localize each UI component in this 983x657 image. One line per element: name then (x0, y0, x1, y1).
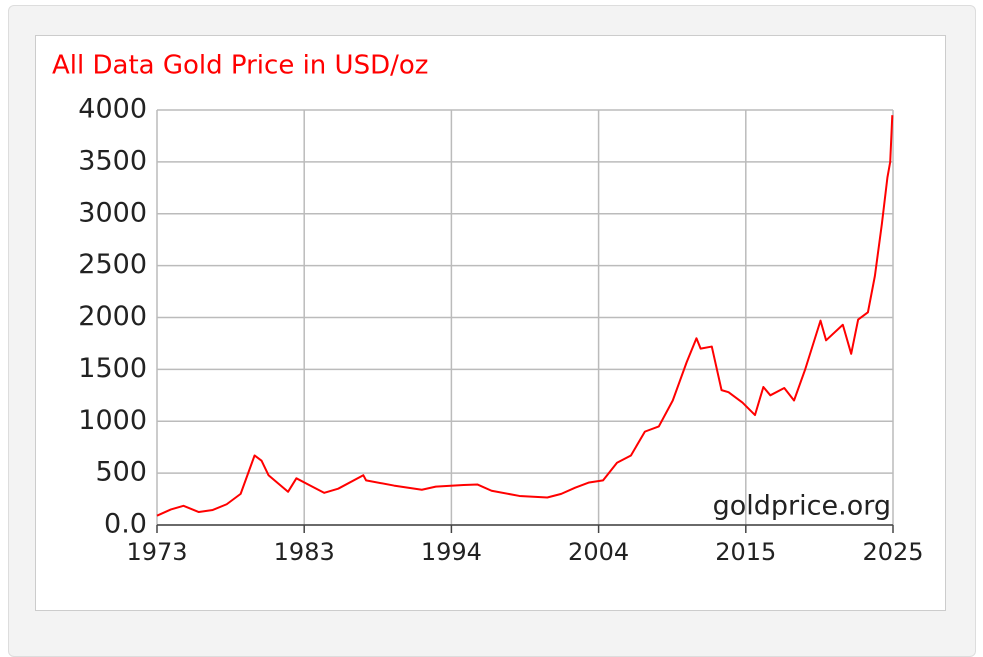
y-tick-label: 4000 (78, 94, 147, 125)
y-tick-label: 2000 (78, 301, 147, 332)
y-tick-label: 1500 (78, 353, 147, 384)
y-tick-label: 1000 (78, 405, 147, 436)
y-tick-label: 500 (95, 457, 147, 488)
x-tick-label: 1973 (126, 538, 187, 566)
chart: All Data Gold Price in USD/oz 0.0 500 1000… (35, 35, 946, 611)
chart-frame (35, 35, 946, 611)
page: All Data Gold Price in USD/oz 0.0 500 1000… (8, 5, 976, 657)
x-tick-label: 2015 (715, 538, 776, 566)
y-tick-label: 0.0 (104, 509, 147, 540)
x-tick-label: 2025 (862, 538, 923, 566)
x-tick-label: 1994 (421, 538, 482, 566)
annotation: goldprice.org (713, 491, 891, 522)
price-line (156, 115, 894, 517)
y-tick-label: 3500 (78, 145, 147, 176)
y-tick-label: 2500 (78, 249, 147, 280)
x-tick-label: 1983 (274, 538, 335, 566)
x-tick-label: 2004 (568, 538, 629, 566)
chart-title: All Data Gold Price in USD/oz (52, 51, 428, 81)
y-tick-label: 3000 (78, 197, 147, 228)
